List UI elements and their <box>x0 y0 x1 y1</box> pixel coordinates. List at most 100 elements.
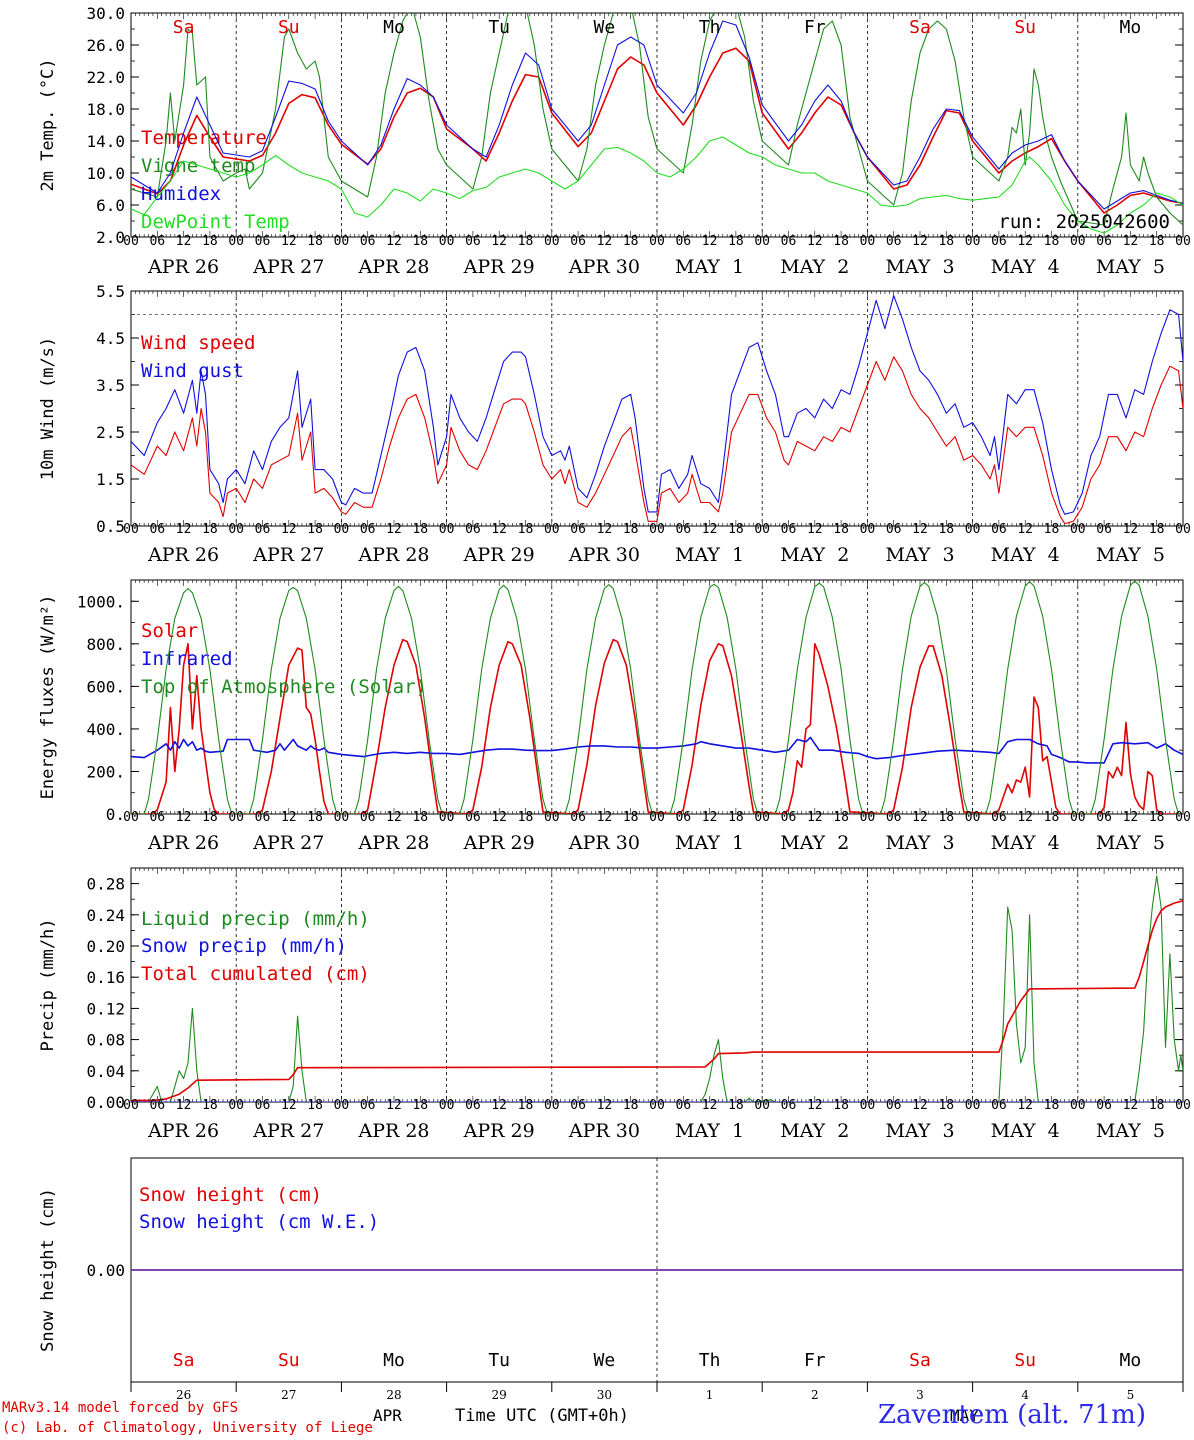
energy-hour-label: 12 <box>281 810 297 825</box>
temp-hour-label: 00 <box>544 234 560 249</box>
temp-ytick-label: 14.0 <box>86 132 125 151</box>
precip-hour-label: 12 <box>702 1098 718 1113</box>
snow-weekday-label: Sa <box>909 1350 931 1371</box>
snow-day-number: 26 <box>176 1388 191 1402</box>
energy-day-label: APR 28 <box>357 832 429 854</box>
energy-ytick-label: 200. <box>86 762 125 781</box>
precip-hour-label: 06 <box>675 1098 691 1113</box>
energy-hour-label: 00 <box>860 810 876 825</box>
wind-hour-label: 12 <box>1123 522 1139 537</box>
wind-legend-wind-speed: Wind speed <box>141 332 255 354</box>
energy-ytick-label: 600. <box>86 677 125 696</box>
precip-hour-label: 06 <box>149 1098 165 1113</box>
precip-hour-label: 18 <box>1044 1098 1060 1113</box>
energy-series-top-of-atmosphere-solar <box>131 580 1183 814</box>
temp-hour-label: 12 <box>912 234 928 249</box>
energy-day-label: MAY 1 <box>675 832 744 854</box>
precip-hour-label: 06 <box>465 1098 481 1113</box>
wind-hour-label: 00 <box>1175 522 1191 537</box>
energy-day-label: APR 27 <box>252 832 324 854</box>
energy-hour-label: 06 <box>360 810 376 825</box>
energy-hour-label: 06 <box>465 810 481 825</box>
temp-hour-label: 18 <box>1044 234 1060 249</box>
temp-hour-label: 00 <box>965 234 981 249</box>
temp-series-temperature <box>131 47 1183 214</box>
precip-hour-label: 18 <box>623 1098 639 1113</box>
energy-ytick-label: 1000. <box>77 592 125 611</box>
precip-legend-snow-precip-mm-h: Snow precip (mm/h) <box>141 935 347 957</box>
temp-weekday-label: Tu <box>488 17 510 38</box>
temp-weekday-label: Sa <box>173 17 195 38</box>
wind-hour-label: 00 <box>123 522 139 537</box>
precip-day-label: APR 27 <box>252 1120 324 1142</box>
temp-ytick-label: 18.0 <box>86 100 125 119</box>
precip-hour-label: 18 <box>728 1098 744 1113</box>
wind-series-wind-speed <box>131 356 1183 525</box>
precip-hour-label: 00 <box>754 1098 770 1113</box>
energy-hour-label: 06 <box>675 810 691 825</box>
precip-legend-liquid-precip-mm-h: Liquid precip (mm/h) <box>141 908 370 930</box>
snow-weekday-label: Mo <box>383 1350 405 1371</box>
temp-hour-label: 18 <box>623 234 639 249</box>
energy-hour-label: 06 <box>781 810 797 825</box>
temp-hour-label: 18 <box>518 234 534 249</box>
precip-hour-label: 18 <box>1149 1098 1165 1113</box>
wind-hour-label: 06 <box>360 522 376 537</box>
wind-hour-label: 00 <box>965 522 981 537</box>
precip-hour-label: 12 <box>1123 1098 1139 1113</box>
temp-hour-label: 06 <box>991 234 1007 249</box>
temp-legend-dewpoint-temp: DewPoint Temp <box>141 211 290 233</box>
energy-hour-label: 12 <box>386 810 402 825</box>
temp-hour-label: 18 <box>833 234 849 249</box>
temp-hour-label: 00 <box>649 234 665 249</box>
temp-hour-label: 00 <box>1175 234 1191 249</box>
wind-hour-label: 12 <box>491 522 507 537</box>
precip-day-label: MAY 2 <box>780 1120 849 1142</box>
footer-month2-label: MAY <box>950 1406 979 1425</box>
temp-day-label: APR 26 <box>147 256 219 278</box>
energy-ytick-label: 400. <box>86 720 125 739</box>
snow-weekday-label: Tu <box>488 1350 510 1371</box>
snow-weekday-label: We <box>594 1350 616 1371</box>
footer-month-label: APR <box>373 1406 402 1425</box>
temp-hour-label: 12 <box>807 234 823 249</box>
wind-day-label: MAY 2 <box>780 544 849 566</box>
snow-day-number: 1 <box>706 1388 714 1402</box>
energy-hour-label: 00 <box>1070 810 1086 825</box>
temp-weekday-label: Th <box>699 17 721 38</box>
precip-hour-label: 18 <box>412 1098 428 1113</box>
energy-ylabel: Energy fluxes (W/m²) <box>38 595 58 800</box>
wind-hour-label: 12 <box>807 522 823 537</box>
temp-hour-label: 18 <box>202 234 218 249</box>
temp-day-label: MAY 1 <box>675 256 744 278</box>
precip-hour-label: 12 <box>281 1098 297 1113</box>
wind-hour-label: 00 <box>228 522 244 537</box>
precip-hour-label: 06 <box>886 1098 902 1113</box>
snow-day-number: 28 <box>386 1388 401 1402</box>
precip-ytick-label: 0.28 <box>86 875 125 894</box>
wind-day-label: MAY 1 <box>675 544 744 566</box>
wind-hour-label: 00 <box>649 522 665 537</box>
run-label: run: 2025042600 <box>998 211 1170 233</box>
energy-hour-label: 18 <box>1149 810 1165 825</box>
precip-ytick-label: 0.12 <box>86 999 125 1018</box>
wind-hour-label: 12 <box>912 522 928 537</box>
energy-hour-label: 18 <box>307 810 323 825</box>
wind-hour-label: 12 <box>702 522 718 537</box>
temp-hour-label: 06 <box>570 234 586 249</box>
energy-hour-label: 06 <box>1096 810 1112 825</box>
wind-hour-label: 18 <box>833 522 849 537</box>
energy-hour-label: 12 <box>702 810 718 825</box>
temp-hour-label: 12 <box>176 234 192 249</box>
temp-day-label: MAY 3 <box>885 256 954 278</box>
wind-hour-label: 12 <box>281 522 297 537</box>
wind-day-label: APR 26 <box>147 544 219 566</box>
temp-ytick-label: 22.0 <box>86 68 125 87</box>
temp-hour-label: 06 <box>149 234 165 249</box>
snow-legend-snow-height-cm: Snow height (cm) <box>139 1184 322 1206</box>
wind-hour-label: 06 <box>991 522 1007 537</box>
energy-hour-label: 18 <box>833 810 849 825</box>
temp-weekday-label: Su <box>1014 17 1036 38</box>
wind-hour-label: 06 <box>1096 522 1112 537</box>
station-label: Zaventem (alt. 71m) <box>878 1400 1146 1430</box>
